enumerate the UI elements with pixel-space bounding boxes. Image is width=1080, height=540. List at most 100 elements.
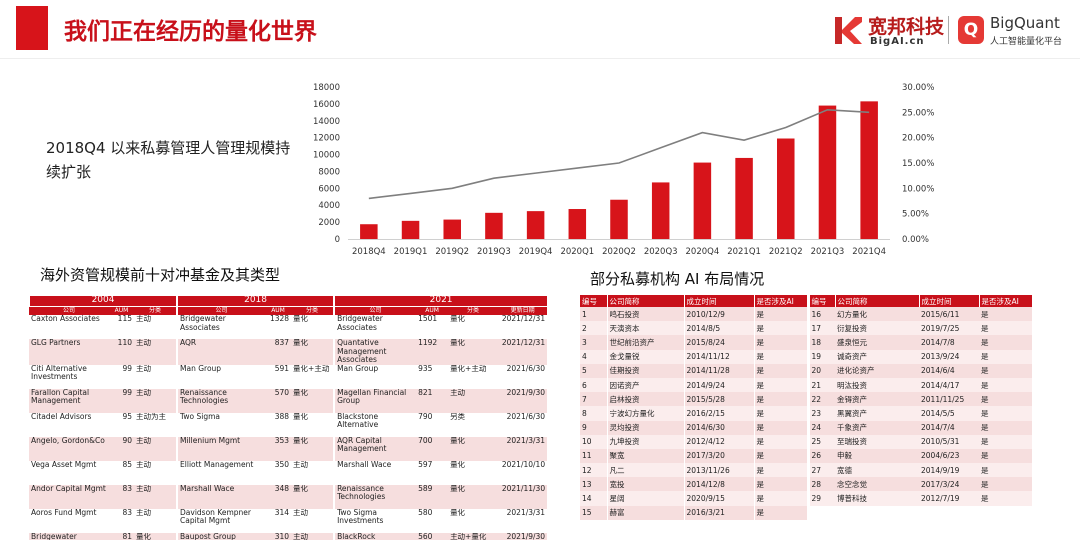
bar <box>860 101 878 239</box>
table-cell: 8 <box>580 406 607 421</box>
table-row: 11 聚宽 2017/3/20 是 26 申毅 2004/6/23 是 <box>580 448 1032 464</box>
table-cell: Angelo, Gordon&Co <box>29 436 109 461</box>
table-cell: 至瑞投资 <box>835 434 919 449</box>
table-cell: 主动+量化 <box>448 532 499 540</box>
table-cell: 佳期投资 <box>606 363 684 378</box>
table-cell: 25 <box>806 434 835 449</box>
table-cell: Bridgewater Associates <box>333 315 417 339</box>
table-row: 8 宁波幻方量化 2016/2/15 是 23 黑翼资产 2014/5/5 是 <box>580 406 1032 421</box>
table-cell: 18 <box>806 335 835 350</box>
table-cell: 是 <box>753 448 808 464</box>
col-header: 编号 <box>806 295 835 307</box>
kuanbang-logo-domain: BigAI.cn <box>870 36 925 47</box>
table-cell: 85 <box>109 460 134 485</box>
bar <box>818 105 837 239</box>
table-cell: 5 <box>580 363 607 378</box>
table-cell: 申毅 <box>835 448 919 464</box>
table-cell: 17 <box>806 321 835 336</box>
table-cell: 黑翼资产 <box>835 406 919 421</box>
table-cell: 348 <box>265 484 292 509</box>
table-cell: 12 <box>580 463 607 478</box>
table-cell: 是 <box>753 335 808 350</box>
table-cell: 是 <box>753 434 808 449</box>
table-cell: 1501 <box>416 315 449 339</box>
table-row: Citi Alternative Investments 99 主动 Man Grou… <box>29 364 548 389</box>
table-cell: 589 <box>416 484 449 509</box>
col-header: 公司 <box>176 305 266 315</box>
x-tick-label: 2019Q3 <box>477 247 511 257</box>
table-cell: 2011/11/25 <box>919 392 979 407</box>
table-cell: 110 <box>109 339 134 365</box>
table-cell: 2014/11/28 <box>683 363 754 378</box>
table-cell <box>835 505 919 520</box>
table-row: Farallon Capital Management 99 主动 Renaissan… <box>29 388 548 413</box>
table-cell: 九坤投资 <box>606 434 684 449</box>
table-cell: 是 <box>979 477 1032 492</box>
table-cell: 83 <box>109 484 134 509</box>
table-cell: 2020/9/15 <box>683 491 754 506</box>
table-cell: 560 <box>416 532 449 540</box>
table-cell: 量化 <box>291 339 335 365</box>
table-cell: 2014/11/12 <box>683 349 754 364</box>
table-cell: 1192 <box>416 339 449 365</box>
x-tick-label: 2020Q2 <box>602 247 636 257</box>
y-left-tick-label: 2000 <box>318 218 340 228</box>
bar <box>443 219 461 239</box>
col-header: 公司 <box>333 305 417 315</box>
table-cell: 因诺资产 <box>606 377 684 393</box>
x-tick-label: 2020Q4 <box>686 247 720 257</box>
col-header: 公司简称 <box>834 295 919 307</box>
table-cell: 是 <box>979 349 1032 364</box>
table-cell: 2021/12/31 <box>498 315 548 339</box>
table-cell: 1 <box>580 307 607 322</box>
table-cell: 量化 <box>448 484 499 509</box>
y-right-tick-label: 10.00% <box>902 184 934 194</box>
y-right-tick-label: 20.00% <box>902 134 934 144</box>
table-cell: 是 <box>753 307 808 322</box>
bar <box>777 138 795 239</box>
table-cell: 580 <box>416 508 449 533</box>
table-cell: 量化+主动 <box>291 364 335 389</box>
table-cell: 2014/4/17 <box>919 377 979 393</box>
logo-separator <box>948 16 949 44</box>
table-cell: 是 <box>979 491 1032 506</box>
col-header: 是否涉及AI <box>978 295 1032 307</box>
table-cell: 2014/7/4 <box>919 420 979 435</box>
table-cell: 388 <box>265 412 292 437</box>
col-header: AUM <box>109 305 134 315</box>
table-cell: 明汯投资 <box>835 377 919 393</box>
table-cell: Two Sigma <box>176 412 266 437</box>
aum-combo-chart: 0 2000 4000 6000 8000 10000 12000 14000 16000 180… <box>313 83 934 257</box>
table-cell: 2021/9/30 <box>498 532 548 540</box>
table-cell: 量化 <box>291 484 335 509</box>
table-cell <box>979 505 1032 520</box>
table-cell: 13 <box>580 477 607 492</box>
col-header: 公司 <box>29 305 109 315</box>
table-cell: 量化 <box>448 315 499 339</box>
hedge-fund-section-title: 海外资管规模前十对冲基金及其类型 <box>40 266 281 284</box>
x-tick-label: 2021Q4 <box>852 247 886 257</box>
table-cell: 量化 <box>291 315 335 339</box>
y-right-tick-label: 5.00% <box>902 210 929 220</box>
x-tick-label: 2021Q1 <box>727 247 761 257</box>
table-row: 7 启林投资 2015/5/28 是 22 金锝资产 2011/11/25 是 <box>580 392 1032 407</box>
table-cell: 2014/5/5 <box>919 406 979 421</box>
table-cell: 星阔 <box>606 491 684 506</box>
table-cell: 是 <box>979 392 1032 407</box>
table-cell: 821 <box>416 388 449 413</box>
table-row: Bridgewater Associates81量化Baupost Group3… <box>29 532 548 540</box>
bigquant-logo-icon: Q <box>958 16 984 44</box>
title-accent-block <box>16 6 48 50</box>
table-row: Aoros Fund Mgmt 83 主动 Davidson Kempner Capi… <box>29 508 548 533</box>
table-cell: 95 <box>109 412 134 437</box>
y-left-tick-label: 18000 <box>313 83 340 93</box>
table-cell: Caxton Associates <box>29 315 109 339</box>
table-cell: Vega Asset Mgmt <box>29 460 109 485</box>
table-cell <box>919 505 979 520</box>
table-cell: 7 <box>580 392 607 407</box>
table-cell: 盛泉恒元 <box>835 335 919 350</box>
x-tick-label: 2019Q2 <box>435 247 469 257</box>
col-header: 公司简称 <box>606 295 684 307</box>
table-cell <box>806 505 835 520</box>
table-cell: 2014/9/24 <box>683 377 754 393</box>
